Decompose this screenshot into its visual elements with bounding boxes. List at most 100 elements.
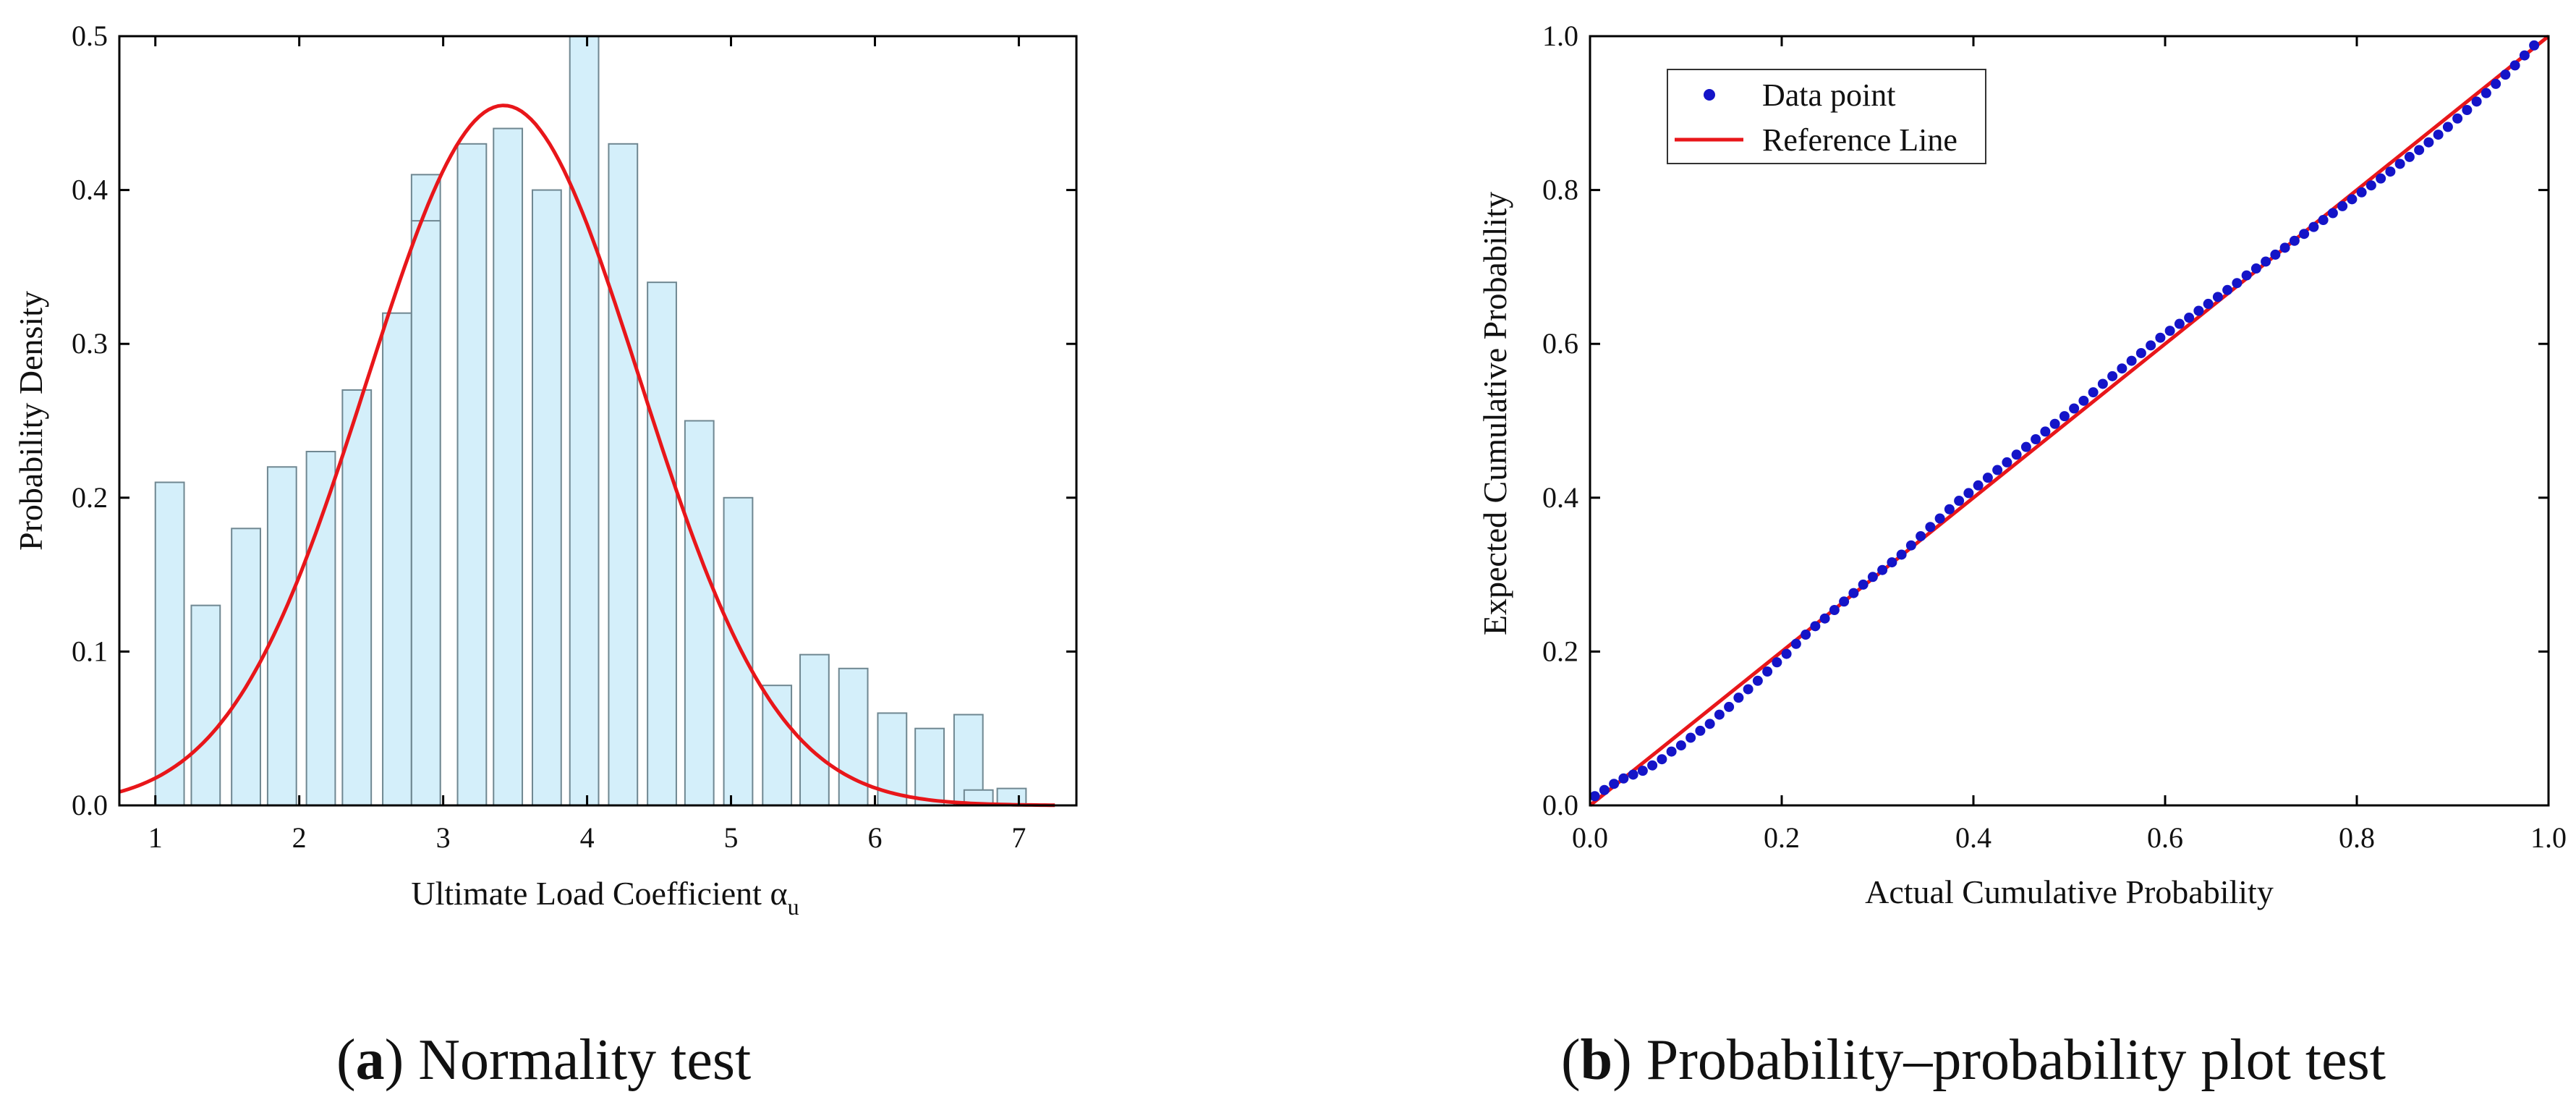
panel-b-x-tick-label: 0.0 [1572,821,1608,854]
panel-a-y-tick-label: 0.3 [72,327,108,360]
data-point [2212,292,2223,302]
panel-a-x-tick-label: 5 [724,821,739,854]
data-point [2126,355,2137,366]
data-point [2308,221,2319,232]
data-point [1647,760,1658,771]
panel-b-y-tick-label: 0.0 [1542,789,1578,821]
data-point [2376,173,2386,184]
data-point [2442,122,2453,132]
data-point [2500,69,2511,80]
data-point [2020,441,2031,452]
histogram-bar [569,35,600,806]
data-point [2184,313,2195,323]
data-point [2241,270,2252,281]
panel-b-x-tick-label: 1.0 [2530,821,2567,854]
data-point [2481,88,2491,98]
data-point [2097,378,2108,389]
panel-a-caption-text: Normality test [418,1028,752,1092]
histogram-bar [410,220,441,806]
panel-a-x-tick-label: 2 [292,821,307,854]
data-point [2107,370,2118,381]
panel-a-y-tick-label: 0.2 [72,481,108,514]
normal-fit-curve [119,103,1055,808]
data-point [2471,96,2482,107]
panel-a-normality-test: 1 2 3 4 5 6 7 0.0 0.1 0.2 0.3 0.4 0.5 Ultimate Load C… [12,20,1078,920]
panel-b-plot-frame [1589,35,2550,807]
data-point [1819,613,1830,624]
panel-b-y-tick-label: 0.8 [1542,174,1578,206]
data-point [1858,579,1869,590]
data-point [2088,387,2099,398]
panel-a-x-tick-label: 3 [436,821,451,854]
data-point [2299,229,2310,240]
data-point [2049,418,2060,429]
data-point [1877,564,1888,575]
data-point [1724,701,1735,712]
data-point [2164,326,2175,336]
data-point [1896,549,1907,560]
histogram-bar [493,127,524,806]
data-point [1752,675,1763,686]
data-point [2414,145,2425,156]
legend-label-data-point: Data point [1762,77,1896,113]
legend-marker-data-point [1704,89,1715,101]
data-point [1905,540,1916,551]
data-point [2394,158,2405,169]
data-point [2174,318,2185,329]
data-point [2270,249,2281,260]
panel-b-y-tick-label: 0.4 [1542,481,1578,514]
panel-b-label: b [1580,1028,1613,1092]
histogram-bar [684,420,715,806]
data-point [1839,596,1850,607]
data-point [2433,130,2444,140]
histogram-bar [341,389,373,806]
histogram-bar [531,189,562,807]
data-point [1982,473,1993,483]
panel-a-x-tick-label: 4 [580,821,595,854]
data-point [1992,465,2003,475]
panel-a-y-axis-label: Probability Density [12,291,49,551]
legend-label-reference-line: Reference Line [1762,122,1957,158]
panel-a-x-axis-label-text: Ultimate Load Coefficient [411,875,770,912]
data-point [2261,256,2271,267]
panel-b-x-tick-label: 0.2 [1764,821,1800,854]
panel-b-x-axis-label: Actual Cumulative Probability [1865,873,2274,910]
data-point [1675,740,1686,751]
data-point [2404,151,2415,162]
histogram-bar [608,143,639,806]
histogram-bar [154,481,185,806]
panel-b-x-tick-label: 0.8 [2339,821,2375,854]
data-point [1925,522,1936,533]
panel-b-y-tick-label: 0.6 [1542,327,1578,360]
data-point [2462,105,2473,116]
data-point [1666,746,1677,757]
data-point [2193,305,2204,316]
panel-b-y-tick-label: 1.0 [1542,20,1578,52]
histogram-bar [723,496,754,806]
histogram-bar [456,143,488,806]
panel-a-x-tick-label: 1 [148,821,163,854]
data-point [1772,657,1782,668]
panel-b-x-tick-label: 0.6 [2147,821,2183,854]
data-point [1944,504,1955,514]
histogram-bar [190,604,221,806]
histogram-bar [305,451,336,807]
data-point [1599,784,1610,795]
panel-a-plot-frame [118,35,1078,807]
data-point [1695,725,1706,736]
panel-b-y-axis-label: Expected Cumulative Probability [1476,192,1513,635]
data-point [1934,513,1945,524]
data-point [1589,791,1600,802]
panel-a-y-tick-label: 0.1 [72,635,108,667]
data-point [1887,557,1897,568]
data-point [2327,208,2338,219]
panel-a-caption: (a) Normality test [336,1028,752,1092]
data-point [1686,732,1696,743]
legend-box [1667,69,1986,164]
data-point [1963,488,1974,499]
data-point [2491,78,2501,89]
panel-a-label: a [355,1028,385,1092]
histogram-bar [762,685,793,806]
histogram-bar [914,727,945,807]
